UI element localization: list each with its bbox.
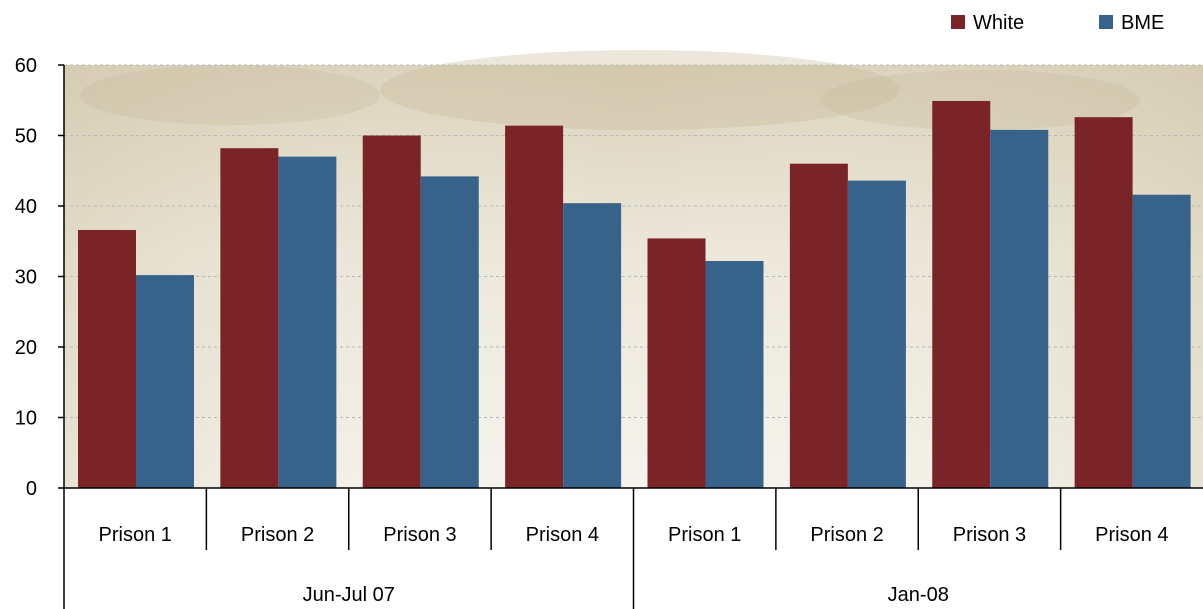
bar-bme-6 [848, 181, 906, 488]
x-axis: Prison 1 Prison 2 Prison 3 Prison 4 Prison 1… [64, 488, 1203, 609]
x-category-label: Prison 2 [241, 524, 314, 546]
bar-bme-7 [990, 130, 1048, 488]
legend-label-bme: BME [1121, 12, 1164, 34]
legend-swatch-bme [1099, 15, 1113, 29]
bar-bme-3 [421, 176, 479, 488]
x-category-label: Prison 3 [953, 524, 1026, 546]
x-category-label: Prison 3 [383, 524, 456, 546]
bar-bme-1 [136, 275, 194, 488]
bar-white-5 [648, 238, 706, 488]
bar-white-7 [932, 101, 990, 488]
y-tick-label: 30 [15, 267, 37, 289]
x-category-label: Prison 2 [810, 524, 883, 546]
y-tick-label: 60 [15, 55, 37, 77]
y-tick-label: 10 [15, 408, 37, 430]
bar-white-2 [220, 148, 278, 488]
legend-swatch-white [951, 15, 965, 29]
bar-white-6 [790, 164, 848, 488]
bar-white-3 [363, 136, 421, 489]
bar-white-1 [78, 230, 136, 488]
bar-bme-4 [563, 203, 621, 488]
y-tick-label: 40 [15, 196, 37, 218]
bar-bme-5 [706, 261, 764, 488]
bar-white-8 [1075, 117, 1133, 488]
bar-bme-8 [1133, 195, 1191, 488]
legend: White BME [951, 12, 1164, 34]
legend-label-white: White [973, 12, 1024, 34]
x-group-label: Jan-08 [888, 584, 949, 606]
x-category-label: Prison 4 [1095, 524, 1168, 546]
y-axis: 0 10 20 30 40 50 60 [15, 55, 64, 500]
x-category-label: Prison 1 [668, 524, 741, 546]
x-category-label: Prison 4 [526, 524, 599, 546]
y-tick-label: 0 [26, 478, 37, 500]
y-tick-label: 20 [15, 337, 37, 359]
y-tick-label: 50 [15, 126, 37, 148]
x-category-label: Prison 1 [99, 524, 172, 546]
bar-bme-2 [278, 157, 336, 488]
x-group-label: Jun-Jul 07 [303, 584, 395, 606]
bar-white-4 [505, 126, 563, 488]
